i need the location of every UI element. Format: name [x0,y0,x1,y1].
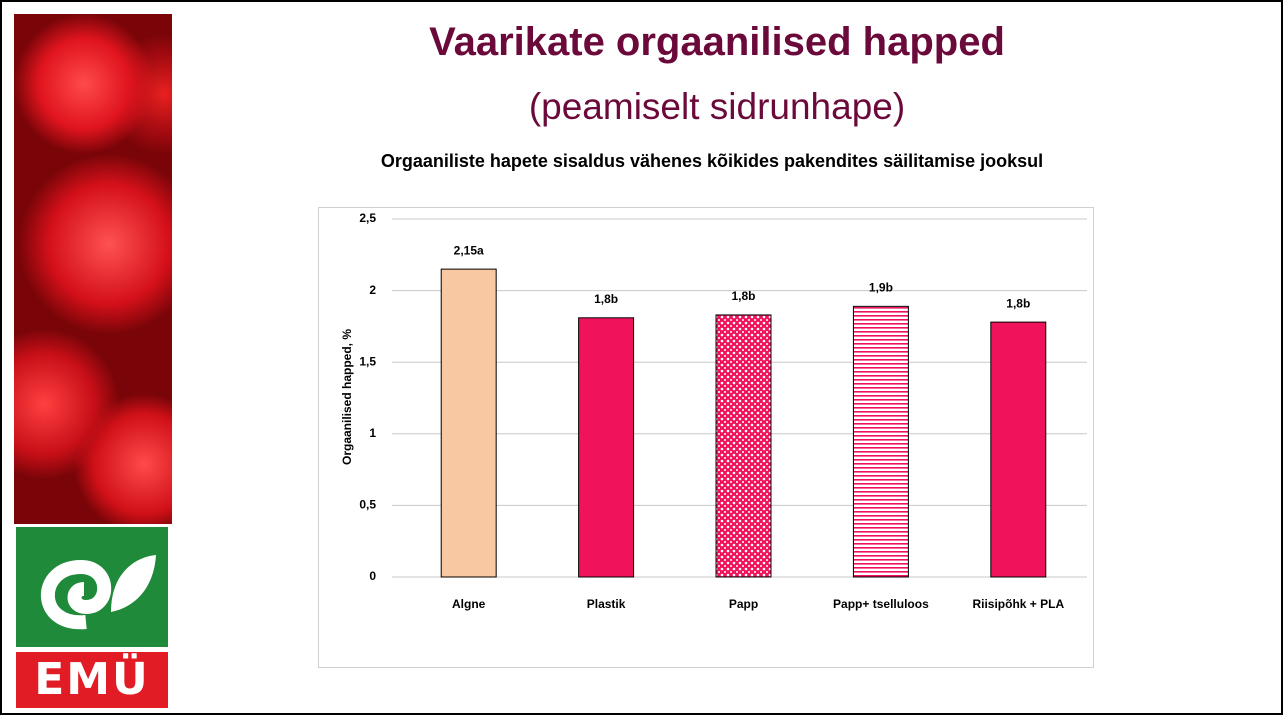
chart: Orgaanilised happed, % 0 0,5 1 1,5 2 2,5 Algne… [318,207,1094,668]
slide-title: Vaarikate orgaanilised happed [232,20,1202,65]
x-tick-label: Papp+ tselluloos [833,597,929,611]
logo [16,527,168,647]
y-tick-label: 2,5 [359,211,376,225]
bar [579,318,634,577]
slide: EMÜ Vaarikate orgaanilised happed (peami… [0,0,1283,715]
x-tick-label: Riisipõhk + PLA [972,597,1064,611]
value-label: 1,8b [731,289,755,303]
bar [716,315,771,577]
y-tick-label: 1,5 [359,354,376,368]
logo-text: EMÜ [16,652,168,708]
raspberry-image [14,14,172,524]
y-tick-label: 2 [369,283,376,297]
chart-title: Orgaaniliste hapete sisaldus vähenes kõi… [332,148,1092,174]
y-axis-label: Orgaanilised happed, % [340,329,354,465]
slide-subtitle: (peamiselt sidrunhape) [232,86,1202,128]
value-label: 1,9b [869,281,893,295]
x-tick-label: Plastik [587,597,626,611]
y-tick-label: 1 [369,426,376,440]
value-label: 1,8b [1006,296,1030,310]
y-tick-label: 0 [369,569,376,583]
x-tick-label: Algne [452,597,486,611]
x-tick-label: Papp [729,597,758,611]
y-tick-label: 0,5 [359,498,376,512]
value-label: 1,8b [594,292,618,306]
bar [991,322,1046,577]
bar [441,269,496,577]
bar [853,306,908,577]
logo-mark [16,527,168,647]
value-label: 2,15a [454,243,484,257]
